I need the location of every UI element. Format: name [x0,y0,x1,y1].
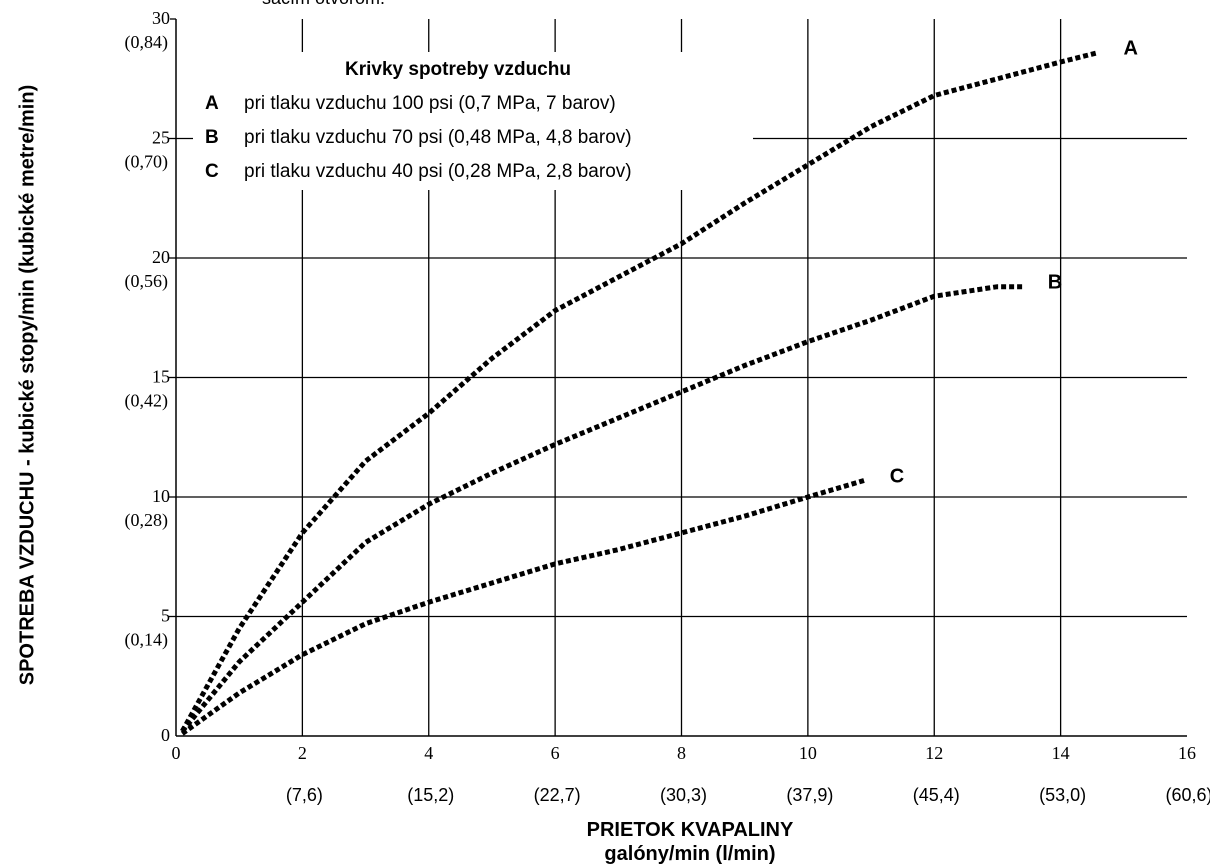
x-tick-label: 10 [799,743,817,763]
x-tick-label: 14 [1052,743,1070,763]
y-tick-label: 25 [152,128,170,148]
x-tick-sublabel: (22,7) [534,785,581,805]
y-tick-sublabel: (0,84) [125,32,169,53]
y-tick-sublabel: (0,70) [125,152,169,173]
series-label-C: C [890,465,904,487]
x-tick-sublabel: (37,9) [786,785,833,805]
legend-title: Krivky spotreby vzduchu [345,59,571,80]
legend-key-A: A [205,93,219,114]
y-axis-title: SPOTREBA VZDUCHU - kubické stopy/min (ku… [16,84,39,686]
y-tick-sublabel: (0,56) [125,271,169,292]
axes [168,18,1187,737]
series-line-B [180,284,1023,733]
x-tick-label: 6 [551,743,560,763]
y-tick-label: 10 [152,486,170,506]
x-tick-label: 4 [424,743,433,763]
x-tick-label: 12 [925,743,943,763]
x-tick-sublabel: (53,0) [1039,785,1086,805]
x-tick-sublabel: (7,6) [286,785,323,805]
series-label-B: B [1048,272,1062,294]
tick-labels: 05(0,14)10(0,28)15(0,42)20(0,56)25(0,70)… [125,8,1210,805]
y-tick-label: 20 [152,247,170,267]
y-tick-sublabel: (0,14) [125,630,169,651]
top-note: sacím otvorom. [262,0,385,9]
y-tick-sublabel: (0,42) [125,391,169,412]
y-tick-label: 30 [152,8,170,28]
legend-text-C: pri tlaku vzduchu 40 psi (0,28 MPa, 2,8 … [244,161,632,182]
x-tick-sublabel: (30,3) [660,785,707,805]
x-tick-sublabel: (60,6) [1165,785,1210,805]
x-axis-title: PRIETOK KVAPALINY galóny/min (l/min) [587,818,794,866]
legend-text-B: pri tlaku vzduchu 70 psi (0,48 MPa, 4,8 … [244,127,632,148]
legend: Krivky spotreby vzduchu A pri tlaku vzduch… [193,52,753,190]
x-tick-label: 0 [172,743,181,763]
x-tick-label: 8 [677,743,686,763]
x-tick-sublabel: (45,4) [913,785,960,805]
y-tick-label: 15 [152,367,170,387]
legend-box [193,52,753,190]
series-lines: ABC [180,37,1138,736]
y-tick-label: 5 [161,606,170,626]
y-tick-label: 0 [161,725,170,745]
legend-key-C: C [205,161,219,182]
series-line-C [180,477,866,736]
legend-key-B: B [205,127,219,148]
x-axis-title-sub: galóny/min (l/min) [604,843,776,865]
grid [176,19,1187,736]
x-tick-sublabel: (15,2) [407,785,454,805]
x-tick-label: 2 [298,743,307,763]
series-label-A: A [1124,37,1138,59]
y-tick-sublabel: (0,28) [125,510,169,531]
legend-text-A: pri tlaku vzduchu 100 psi (0,7 MPa, 7 ba… [244,93,616,114]
x-axis-title-main: PRIETOK KVAPALINY [586,819,794,841]
x-tick-label: 16 [1178,743,1196,763]
